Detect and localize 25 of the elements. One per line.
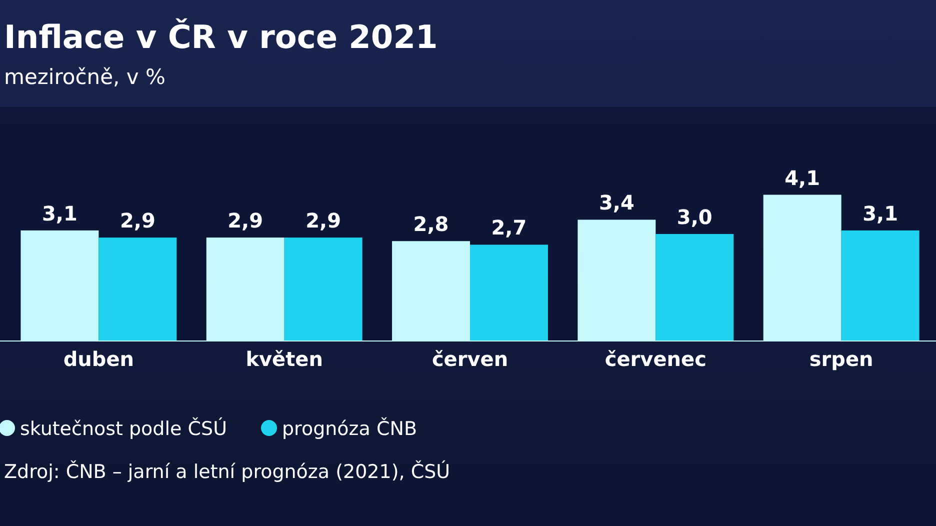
data-label: 4,1 bbox=[784, 166, 820, 190]
data-label: 3,1 bbox=[862, 201, 898, 226]
bar bbox=[841, 230, 920, 341]
data-label: 2,8 bbox=[413, 212, 449, 236]
data-label: 3,4 bbox=[598, 190, 634, 215]
bar bbox=[284, 238, 362, 341]
bar bbox=[656, 234, 734, 341]
bar bbox=[470, 244, 548, 341]
text: Zdroj: ČNB – jarní a letní prognóza (2021), ČSÚ bbox=[4, 460, 450, 483]
legend-label: prognóza ČNB bbox=[282, 417, 417, 440]
chart-title: Inflace v ČR v roce 2021 bbox=[4, 18, 438, 56]
data-label: 2,9 bbox=[120, 208, 156, 233]
bar bbox=[98, 238, 177, 341]
x-tick-label: srpen bbox=[809, 347, 874, 371]
data-label: 3,1 bbox=[42, 201, 78, 226]
data-label: 2,7 bbox=[491, 216, 527, 240]
x-tick-label: duben bbox=[63, 347, 134, 371]
data-label: 3,0 bbox=[676, 204, 712, 229]
x-tick-label: květen bbox=[246, 347, 323, 371]
x-tick-label: červen bbox=[432, 347, 508, 371]
legend-label: skutečnost podle ČSÚ bbox=[20, 417, 227, 440]
chart-subtitle: meziročně, v % bbox=[4, 65, 166, 89]
data-label: 2,9 bbox=[228, 208, 264, 233]
x-tick-label: červenec bbox=[604, 347, 706, 371]
data-label: 2,9 bbox=[306, 208, 342, 233]
